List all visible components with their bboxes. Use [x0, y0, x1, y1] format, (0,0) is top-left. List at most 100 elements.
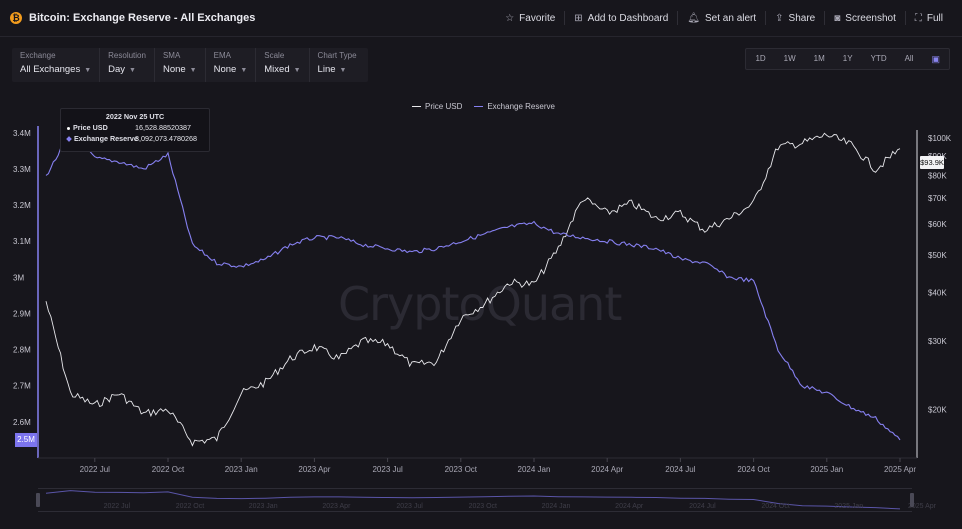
page-title: Bitcoin: Exchange Reserve - All Exchange…: [29, 12, 256, 24]
navigator-tick-label: 2025 Apr: [908, 503, 937, 510]
right-axis-tick-label: $70K: [928, 194, 947, 203]
sma-dropdown[interactable]: SMA None ▼: [155, 48, 206, 82]
time-navigator[interactable]: [38, 488, 912, 512]
left-axis-tick-label: 2.7M: [13, 382, 31, 391]
series-line-exchange-reserve[interactable]: [45, 130, 901, 441]
action-label: Favorite: [519, 12, 556, 24]
range-all[interactable]: All: [904, 54, 914, 63]
action-label: Full: [926, 12, 943, 24]
chevron-down-icon: ▼: [189, 67, 197, 74]
control-label: Chart Type: [317, 51, 357, 60]
x-axis-tick-label: 2023 Jul: [372, 465, 402, 474]
top-bar: ₿ Bitcoin: Exchange Reserve - All Exchan…: [0, 0, 962, 37]
add-to-dashboard-button[interactable]: ⊞ Add to Dashboard: [564, 11, 677, 25]
legend-reserve-label: Exchange Reserve: [487, 102, 555, 111]
navigator-tick-label: 2023 Jul: [396, 503, 423, 510]
left-axis-tick-label: 3M: [13, 273, 24, 282]
tooltip-reserve-value: 3,092,073.4780268: [135, 134, 197, 143]
left-axis-tick-label: 3.3M: [13, 165, 31, 174]
legend-reserve[interactable]: Exchange Reserve: [474, 102, 555, 111]
full-button[interactable]: ⛶ Full: [904, 11, 952, 25]
expand-icon: ⛶: [914, 12, 922, 24]
control-label: EMA: [213, 51, 231, 60]
share-button[interactable]: ⇪ Share: [765, 11, 824, 25]
control-value: Line ▼: [318, 64, 357, 75]
control-value-text: Day: [108, 64, 126, 75]
control-value: Mixed ▼: [264, 64, 300, 75]
navigator-tick-label: 2024 Apr: [615, 503, 644, 510]
left-axis-tick-label: 2.8M: [13, 346, 31, 355]
exchange-dropdown[interactable]: Exchange All Exchanges ▼: [12, 48, 101, 82]
action-label: Add to Dashboard: [587, 12, 669, 24]
control-value-text: None: [213, 64, 237, 75]
navigator-series-line: [45, 490, 901, 510]
x-axis-tick-label: 2023 Oct: [445, 465, 478, 474]
control-value: All Exchanges ▼: [20, 64, 91, 75]
calendar-icon[interactable]: ▣: [931, 54, 940, 64]
chevron-down-icon: ▼: [129, 67, 136, 74]
right-axis-tick-label: $20K: [928, 405, 947, 414]
navigator-tick-label: 2024 Oct: [761, 503, 789, 510]
right-axis-tick-label: $60K: [928, 220, 947, 229]
screenshot-button[interactable]: ◙ Screenshot: [824, 11, 905, 25]
control-value: None ▼: [163, 64, 197, 75]
range-1m[interactable]: 1M: [813, 54, 825, 63]
left-axis-current-badge: 2.5M: [15, 433, 37, 447]
watermark: CryptoQuant: [338, 277, 622, 331]
control-value-text: Line: [317, 64, 336, 75]
chevron-down-icon: ▼: [84, 67, 92, 74]
range-1y[interactable]: 1Y: [842, 54, 853, 63]
x-axis-tick-label: 2024 Oct: [737, 465, 770, 474]
x-axis-tick-label: 2022 Oct: [152, 465, 185, 474]
range-selector: 1D 1W 1M 1Y YTD All ▣: [745, 48, 950, 70]
control-value: None ▼: [214, 64, 248, 75]
range-1d[interactable]: 1D: [755, 54, 766, 63]
range-ytd[interactable]: YTD: [870, 54, 887, 63]
tooltip-price-value: 16,528.88520387: [135, 123, 191, 132]
right-axis-tick-label: $50K: [928, 251, 947, 260]
control-label: Scale: [264, 51, 285, 60]
navigator-tick-label: 2022 Jul: [104, 503, 131, 510]
chevron-down-icon: ▼: [240, 67, 248, 74]
x-axis-tick-label: 2024 Jan: [518, 465, 551, 474]
left-axis-tick-label: 3.2M: [13, 201, 31, 210]
star-icon: ☆: [505, 12, 515, 24]
right-axis-tick-label: $100K: [928, 134, 952, 143]
set-an-alert-button[interactable]: 🔔︎ Set an alert: [677, 11, 765, 25]
right-axis-tick-label: $40K: [928, 289, 947, 298]
legend-price[interactable]: Price USD: [412, 102, 462, 111]
right-axis-tick-label: $30K: [928, 337, 947, 346]
chevron-down-icon: ▼: [339, 67, 347, 74]
x-axis-tick-label: 2025 Jan: [810, 465, 843, 474]
chevron-down-icon: ▼: [293, 67, 301, 74]
navigator-tick-label: 2024 Jul: [689, 503, 716, 510]
navigator-tick-label: 2024 Jan: [542, 503, 571, 510]
chart-type-dropdown[interactable]: Chart Type Line ▼: [310, 48, 365, 82]
bitcoin-logo-icon: ₿: [10, 12, 22, 24]
tooltip-date: 2022 Nov 25 UTC: [105, 112, 165, 121]
scale-dropdown[interactable]: Scale Mixed ▼: [256, 48, 310, 82]
navigator-tick-label: 2023 Apr: [322, 503, 351, 510]
favorite-button[interactable]: ☆ Favorite: [496, 11, 564, 25]
left-axis-tick-label: 3.4M: [13, 129, 31, 138]
ema-dropdown[interactable]: EMA None ▼: [206, 48, 257, 82]
navigator-right-handle[interactable]: [910, 493, 914, 507]
left-axis-tick-label: 3.1M: [13, 237, 31, 246]
navigator-tick-label: 2022 Oct: [176, 503, 204, 510]
navigator-left-handle[interactable]: [36, 493, 40, 507]
control-label: Resolution: [108, 51, 146, 60]
control-label: Exchange: [20, 51, 56, 60]
left-axis-tick-label: 2.9M: [13, 309, 31, 318]
resolution-dropdown[interactable]: Resolution Day ▼: [100, 48, 155, 82]
dashboard-icon: ⊞: [574, 12, 583, 24]
x-axis-tick-label: 2023 Jan: [225, 465, 258, 474]
x-axis-tick-label: 2023 Apr: [298, 465, 330, 474]
x-axis-tick-label: 2024 Jul: [665, 465, 695, 474]
range-1w[interactable]: 1W: [783, 54, 796, 63]
navigator-tick-label: 2023 Jan: [249, 503, 278, 510]
chart-tooltip: 2022 Nov 25 UTC Price USD 16,528.8852038…: [60, 108, 210, 152]
legend-price-swatch: [412, 105, 421, 108]
x-axis-tick-label: 2022 Jul: [80, 465, 110, 474]
series-line-price-usd[interactable]: [45, 132, 901, 447]
